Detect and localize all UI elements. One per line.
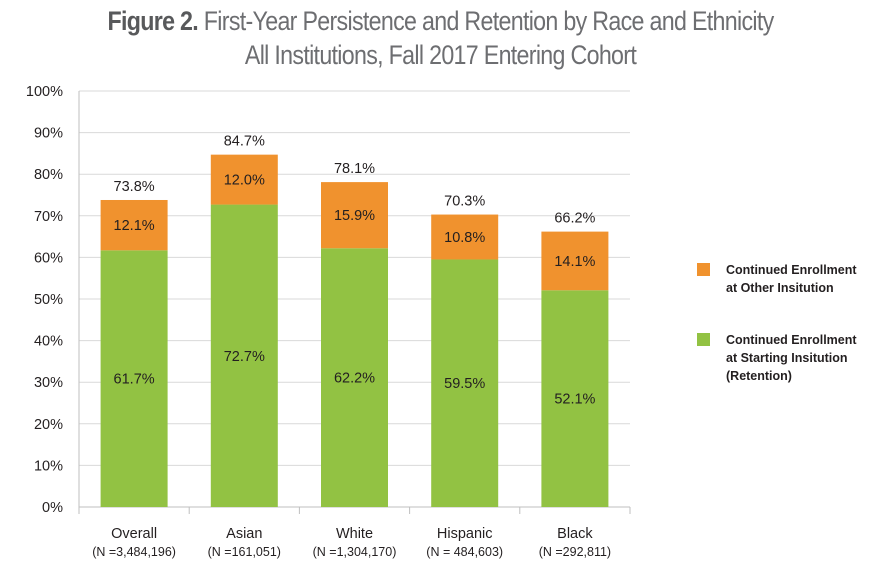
data-label-retention: 52.1% [554, 392, 595, 408]
bar-other [431, 214, 499, 260]
bar-retention [321, 248, 388, 508]
x-tick-label: Hispanic [437, 526, 493, 542]
legend-retention-line2: at Starting Insitution [726, 351, 848, 365]
legend-retention-line3: (Retention) [726, 369, 792, 383]
y-tick-label: 90% [34, 126, 63, 142]
legend-other-line1: Continued Enrollment [726, 263, 857, 277]
legend-retention-line1: Continued Enrollment [726, 333, 857, 347]
legend-swatch-retention [697, 333, 710, 346]
title-line2: All Institutions, Fall 2017 Entering Coh… [244, 40, 637, 70]
y-tick-label: 0% [42, 500, 63, 516]
bar-other [541, 231, 609, 291]
data-label-retention: 61.7% [114, 372, 155, 388]
data-label-total: 66.2% [554, 211, 595, 227]
y-tick-label: 30% [34, 375, 63, 391]
data-label-retention: 72.7% [224, 349, 265, 365]
legend-swatch-other [697, 263, 710, 276]
bar-other [210, 154, 278, 205]
bar-retention [541, 290, 609, 507]
y-tick-label: 40% [34, 334, 63, 350]
x-tick-sublabel: (N =1,304,170) [313, 545, 397, 559]
data-label-other: 10.8% [444, 230, 485, 246]
x-tick-label: White [336, 526, 373, 542]
x-tick-label: Overall [111, 526, 157, 542]
bar-other [100, 199, 168, 251]
data-label-total: 78.1% [334, 161, 375, 177]
x-tick-sublabel: (N =161,051) [208, 545, 281, 559]
data-label-other: 15.9% [334, 208, 375, 224]
bar-retention [100, 250, 168, 507]
figure-label: Figure 2. [107, 6, 199, 36]
y-tick-label: 10% [34, 458, 63, 474]
data-label-total: 84.7% [224, 134, 265, 150]
legend-other-line2: at Other Insitution [726, 281, 834, 295]
bar-other [321, 182, 388, 249]
data-label-other: 12.1% [114, 218, 155, 234]
bars [100, 154, 609, 508]
y-tick-label: 60% [34, 250, 63, 266]
data-labels: 61.7% 12.1% 73.8% 72.7% 12.0% 84.7% 62.2% 15.9%… [114, 134, 596, 408]
x-tick-sublabel: (N =3,484,196) [92, 545, 176, 559]
title-line1: First-Year Persistence and Retention by … [198, 6, 774, 36]
y-tick-label: 20% [34, 417, 63, 433]
data-label-total: 70.3% [444, 194, 485, 210]
bar-retention [431, 259, 499, 507]
y-tick-label: 80% [34, 167, 63, 183]
data-label-retention: 59.5% [444, 376, 485, 392]
y-tick-label: 50% [34, 292, 63, 308]
data-label-other: 12.0% [224, 173, 265, 189]
x-tick-sublabel: (N =292,811) [539, 545, 611, 559]
x-tick-label: Black [557, 526, 593, 542]
data-label-total: 73.8% [114, 179, 155, 195]
x-tick-label: Asian [226, 526, 262, 542]
chart-title: Figure 2. First-Year Persistence and Ret… [0, 4, 881, 72]
y-tick-label: 100% [26, 84, 63, 100]
data-label-retention: 62.2% [334, 371, 375, 387]
x-tick-sublabel: (N = 484,603) [426, 545, 503, 559]
y-tick-label: 70% [34, 209, 63, 225]
bar-retention [210, 204, 278, 507]
data-label-other: 14.1% [554, 254, 595, 270]
